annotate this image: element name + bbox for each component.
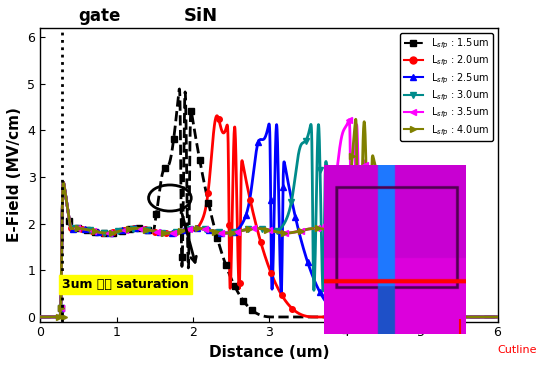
Y-axis label: E-Field (MV/cm): E-Field (MV/cm) — [7, 107, 22, 242]
Text: 3um 부터 saturation: 3um 부터 saturation — [61, 278, 189, 291]
X-axis label: Distance (um): Distance (um) — [209, 345, 329, 360]
Text: gate: gate — [79, 7, 121, 25]
Text: Cutline: Cutline — [498, 345, 537, 355]
Text: SiN: SiN — [183, 7, 218, 25]
Legend: L$_{sfp}$ : 1.5um, L$_{sfp}$ : 2.0um, L$_{sfp}$ : 2.5um, L$_{sfp}$ : 3.0um, L$_{: L$_{sfp}$ : 1.5um, L$_{sfp}$ : 2.0um, L$… — [400, 33, 493, 141]
